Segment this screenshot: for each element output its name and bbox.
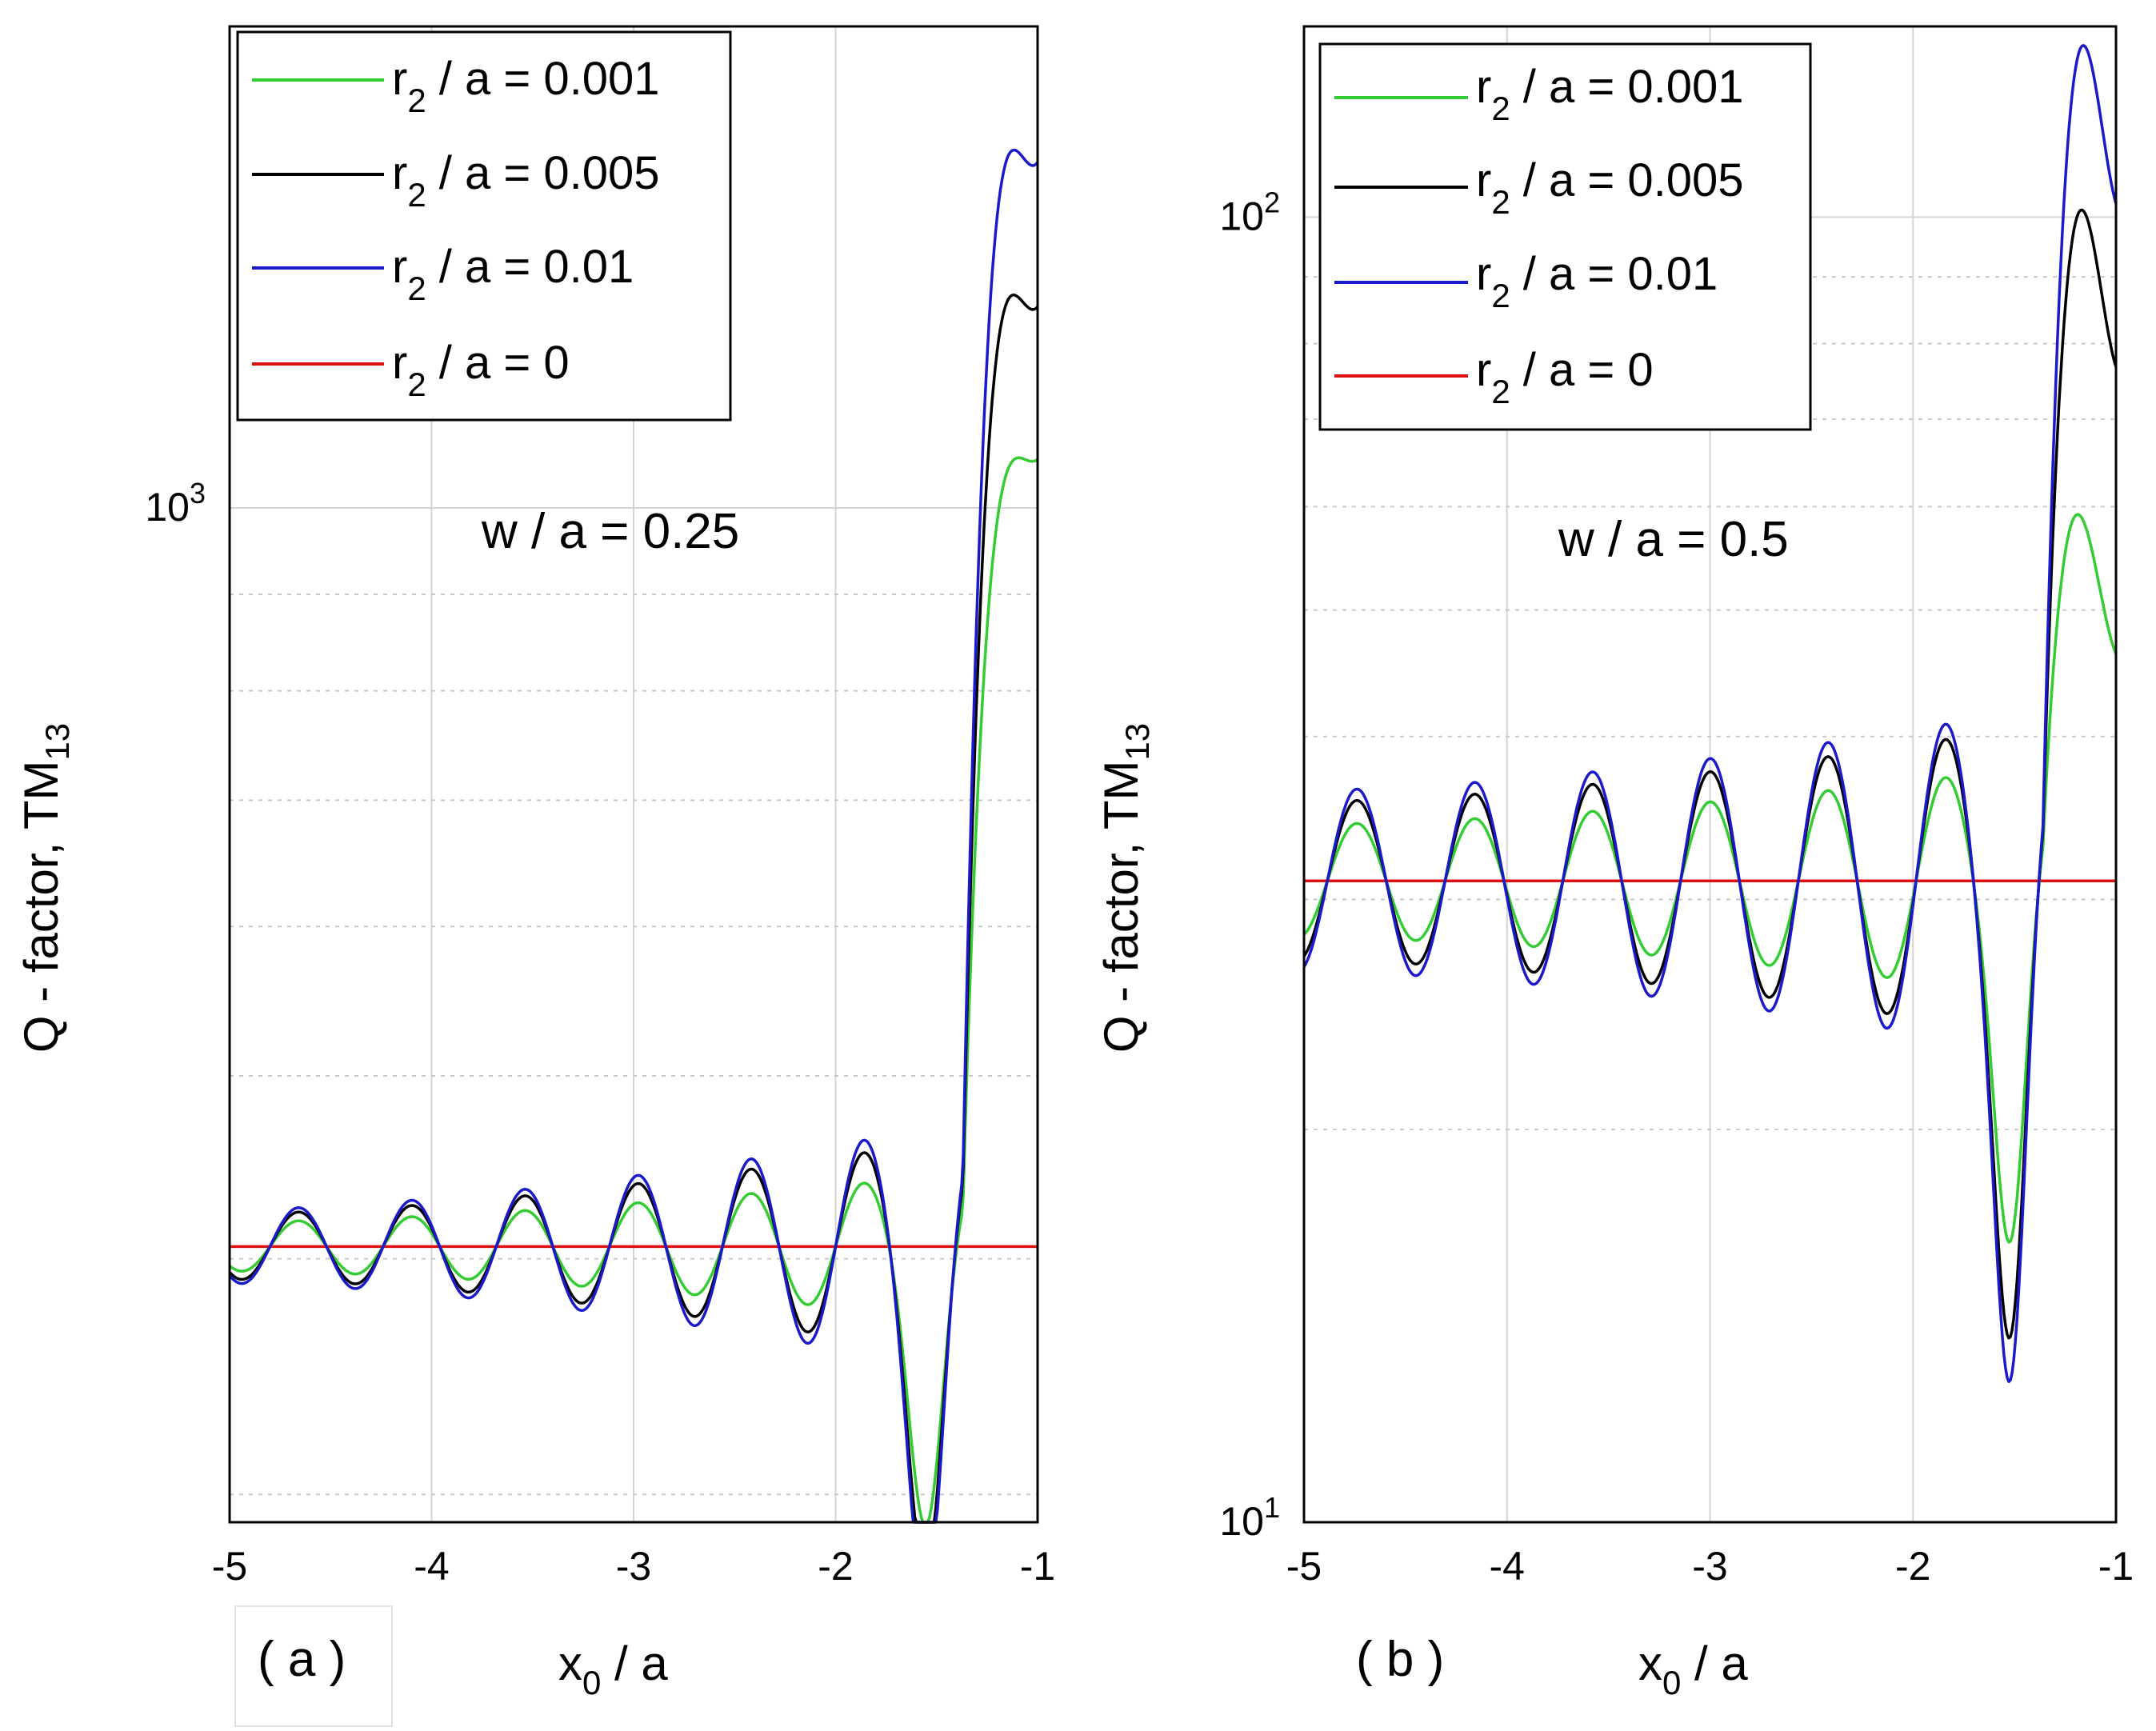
panel-a-ylabel: Q - factor, TM13 <box>14 723 76 1053</box>
legend-b-entry-2: r2 / a = 0.01 <box>1476 248 1718 314</box>
panel-b-legend-box <box>1318 42 1812 431</box>
panel-b-ylabel: Q - factor, TM13 <box>1094 723 1156 1053</box>
panel-b-xtick-label-1: -4 <box>1490 1544 1525 1589</box>
panel-b-xtick-label-4: -1 <box>2098 1544 2134 1589</box>
legend-a-entry-3: r2 / a = 0 <box>392 337 570 403</box>
panel-a-axes <box>228 25 1039 1524</box>
panel-a-xtick-label-1: -4 <box>414 1544 449 1589</box>
panel-b-xtick-label-0: -5 <box>1286 1544 1322 1589</box>
panel-a-xtick-label-2: -3 <box>616 1544 651 1589</box>
panel-b-ytick-label-0: 102 <box>1219 186 1280 238</box>
legend-b-entry-1: r2 / a = 0.005 <box>1476 154 1744 221</box>
panel-a-curves <box>228 148 1039 1524</box>
panel-a-legend: r2 / a = 0.001 r2 / a = 0.005 r2 / a = 0… <box>236 30 732 422</box>
panel-b-series-0 <box>1302 513 2118 1244</box>
panel-b-label: ( b ) <box>1356 1632 1444 1687</box>
panel-a-series-0 <box>228 456 1039 1524</box>
panel-a-xtick-label-0: -5 <box>212 1544 247 1589</box>
panel-b-xtick-label-2: -3 <box>1692 1544 1727 1589</box>
panel-b-xlabel: x0 / a <box>1638 1637 1748 1701</box>
panel-b-legend: r2 / a = 0.001 r2 / a = 0.005 r2 / a = 0… <box>1318 42 1812 431</box>
legend-b-entry-3: r2 / a = 0 <box>1476 344 1654 410</box>
panel-b-series-2 <box>1302 44 2118 1383</box>
panel-a-ytick-label-0: 103 <box>145 477 206 530</box>
legend-a-entry-0: r2 / a = 0.001 <box>392 53 660 119</box>
panel-b-yticks: 102 101 <box>1219 186 1280 1544</box>
panel-b-annotation: w / a = 0.5 <box>1558 512 1789 567</box>
panel-a-xticks: -5 -4 -3 -2 -1 <box>212 1544 1055 1589</box>
legend-a-entry-1: r2 / a = 0.005 <box>392 147 660 214</box>
legend-a-entry-2: r2 / a = 0.01 <box>392 241 634 307</box>
panel-a-series-2 <box>228 148 1039 1524</box>
panel-a-yticks: 103 <box>145 477 206 530</box>
panel-b-ytick-label-1: 101 <box>1219 1491 1280 1544</box>
panel-a-label-box <box>234 1605 393 1727</box>
legend-b-entry-0: r2 / a = 0.001 <box>1476 61 1744 127</box>
panel-a-xlabel: x0 / a <box>558 1637 668 1701</box>
panel-a-xtick-label-4: -1 <box>1020 1544 1055 1589</box>
panel-b-axes <box>1302 25 2118 1524</box>
panel-a: Q - factor, TM13 -5 -4 -3 -2 -1 103 r2 / a =… <box>14 25 1055 1727</box>
panel-a-label: ( a ) <box>258 1632 346 1687</box>
panel-b-xtick-label-3: -2 <box>1895 1544 1930 1589</box>
panel-b-xticks: -5 -4 -3 -2 -1 <box>1286 1544 2134 1589</box>
panel-a-legend-box <box>236 30 732 422</box>
panel-a-annotation: w / a = 0.25 <box>481 504 739 559</box>
panel-b-curves <box>1302 44 2118 1383</box>
panel-a-xtick-label-3: -2 <box>818 1544 853 1589</box>
panel-b: Q - factor, TM13 -5 -4 -3 -2 -1 102 101 r2 / … <box>1094 25 2134 1701</box>
